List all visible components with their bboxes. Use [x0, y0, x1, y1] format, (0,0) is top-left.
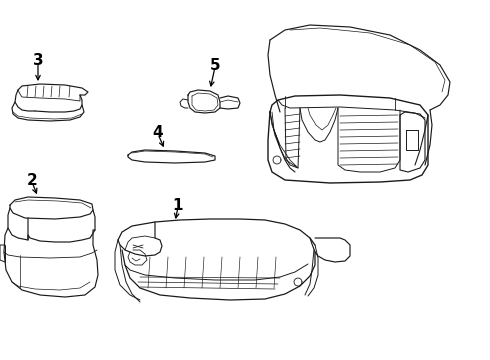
Text: 3: 3	[33, 53, 43, 68]
Text: 2: 2	[26, 172, 37, 188]
Text: 1: 1	[173, 198, 183, 212]
Text: 4: 4	[153, 125, 163, 140]
Text: 5: 5	[210, 58, 220, 72]
